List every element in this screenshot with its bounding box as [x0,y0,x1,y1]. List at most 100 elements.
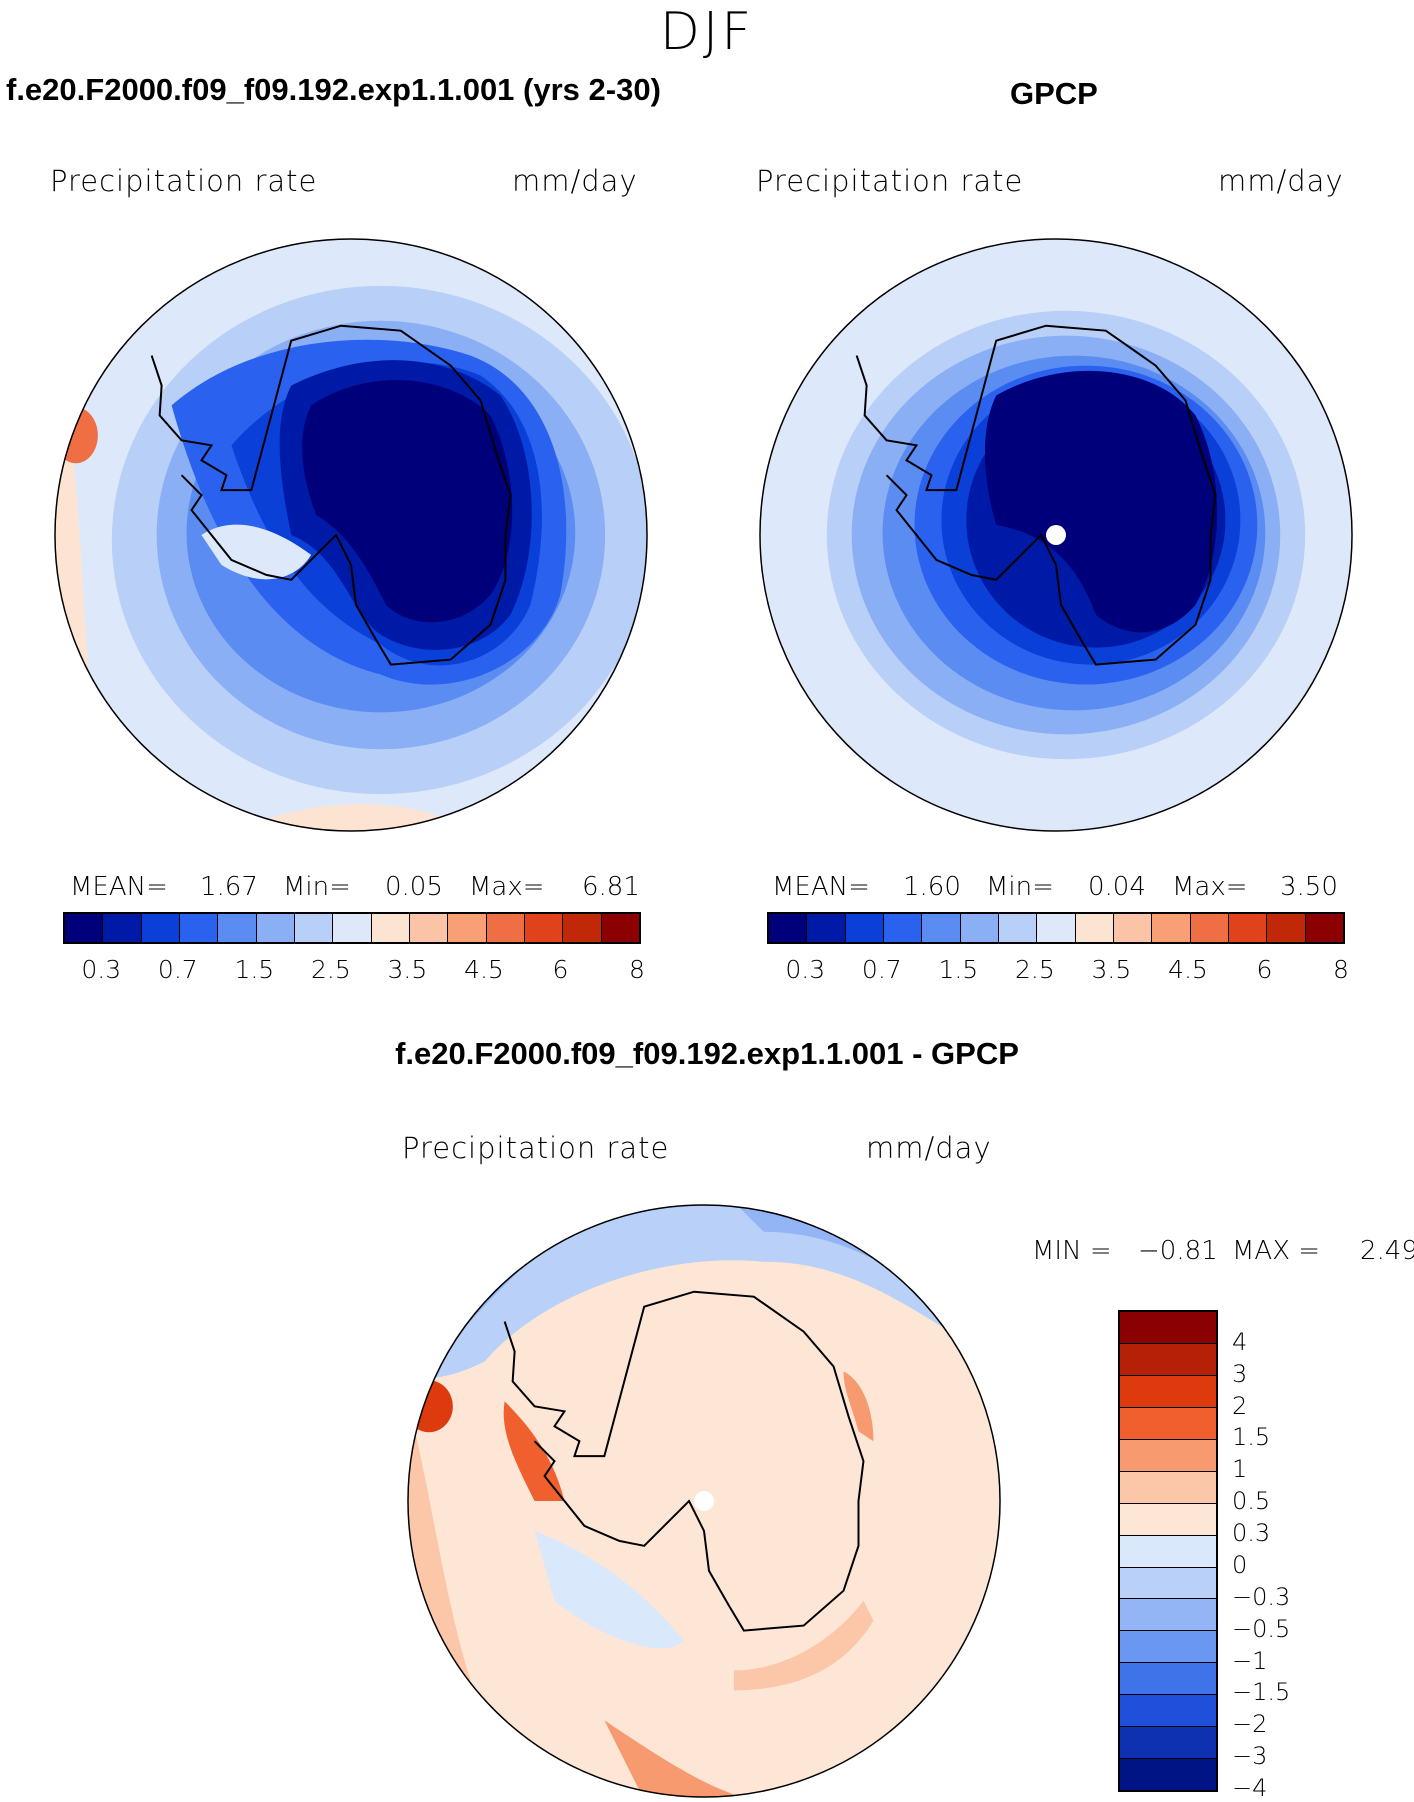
panel2-colorbar-swatch [1267,914,1306,942]
panel1-colorbar-ticks: 0.3 0.7 1.5 2.5 3.5 4.5 6 8 [63,955,645,985]
panel1-colorbar-tick-label: 1.5 [234,955,275,984]
diff-colorbar-swatch [1120,1312,1216,1344]
panel2-title: GPCP [1010,76,1098,111]
diff-units: mm/day [866,1131,992,1165]
diff-colorbar-swatch [1120,1535,1216,1568]
panel2-colorbar-tick-label: 2.5 [1014,955,1055,984]
diff-colorbar-tick-label: −1.5 [1232,1678,1291,1707]
diff-pole-marker [694,1491,714,1511]
diff-colorbar-swatch [1120,1727,1216,1760]
diff-colorbar-tick-label: 3 [1232,1359,1248,1388]
panel1-colorbar-swatch [294,914,334,942]
panel1-map-boundary [54,238,648,832]
panel1-colorbar-swatch [179,914,219,942]
diff-min-value: −0.81 [1138,1236,1218,1266]
diff-colorbar-tick-label: −3 [1232,1742,1268,1771]
panel1-min-value: 0.05 [385,872,443,902]
panel2-warm-west [762,357,791,394]
panel2-antarctica-coastline [855,324,1217,666]
diff-colorbar-swatch [1120,1375,1216,1408]
diff-variable: Precipitation rate [402,1131,670,1165]
panel2-colorbar-swatch [1305,914,1343,942]
diff-map-boundary [407,1204,1001,1798]
panel1-colorbar-swatch [563,914,602,942]
diff-colorbar-swatch [1120,1663,1216,1696]
diff-colorbar-swatch [1120,1439,1216,1472]
panel1-colorbar-swatch [486,914,525,942]
diff-polar-map [407,1204,1001,1798]
diff-colorbar [1118,1310,1218,1792]
panel1-colorbar-tick-label: 4.5 [464,955,504,984]
diff-colorbar-swatch [1120,1599,1216,1632]
panel2-colorbar-swatch [1228,914,1268,942]
diff-max-label: MAX = [1232,1236,1321,1266]
panel1-mean-value: 1.67 [200,872,258,902]
diff-peninsula-pos [503,1401,565,1501]
panel1-band-low [302,380,513,623]
panel2-min-label: Min= [986,872,1054,902]
diff-colorbar-tick-label: 2 [1232,1391,1248,1420]
diff-east-pos [843,1371,874,1442]
diff-colorbar-tick-label: 0.5 [1232,1487,1271,1516]
panel1-mean-label: MEAN= [70,872,168,902]
panel2-colorbar-tick-label: 8 [1333,955,1349,984]
panel2-colorbar-tick-label: 0.3 [785,955,826,984]
panel1-colorbar-swatch [103,914,142,942]
diff-colorbar-swatch [1120,1471,1216,1504]
diff-colorbar-swatch [1120,1759,1216,1791]
panel1-polar-map [54,238,648,832]
panel2-colorbar-swatch [922,914,961,942]
panel1-min-label: Min= [283,872,351,902]
diff-colorbar-tick-label: −0.5 [1232,1614,1291,1643]
panel2-colorbar-swatch [1037,914,1076,942]
diff-colorbar-swatch [1120,1343,1216,1376]
diff-colorbar-swatch [1120,1407,1216,1440]
diff-max-blob [407,1380,453,1433]
panel1-units: mm/day [512,164,638,198]
panel1-antarctica-coastline [150,324,512,666]
panel2-colorbar-swatch [1113,914,1153,942]
diff-colorbar-swatch [1120,1631,1216,1664]
panel1-colorbar-tick-label: 2.5 [310,955,351,984]
panel2-map-boundary [759,238,1353,832]
panel1-colorbar-swatch [524,914,564,942]
panel2-pole-marker [1046,525,1066,545]
diff-min-label: MIN = [1032,1236,1112,1266]
panel2-colorbar-tick-label: 6 [1256,955,1273,984]
panel1-colorbar [63,912,641,944]
diff-colorbar-tick-label: −2 [1232,1710,1268,1739]
diff-colorbar-tick-label: 0.3 [1232,1519,1271,1548]
panel2-colorbar-swatch [883,914,923,942]
panel2-colorbar-swatch [845,914,884,942]
panel2-variable: Precipitation rate [756,164,1024,198]
diff-neg-ross [534,1530,685,1649]
diff-max-value: 2.49 [1360,1236,1414,1266]
panel1-colorbar-swatch [218,914,257,942]
panel1-variable: Precipitation rate [50,164,318,198]
diff-pos-south [604,1720,764,1798]
diff-colorbar-tick-label: 4 [1232,1327,1248,1356]
panel2-polar-map [759,238,1353,832]
panel2-mean-label: MEAN= [772,872,870,902]
panel1-colorbar-swatch [256,914,295,942]
panel1-colorbar-swatch [409,914,449,942]
panel2-colorbar-tick-label: 1.5 [938,955,979,984]
panel2-colorbar [767,912,1345,944]
diff-colorbar-tick-label: −1 [1232,1646,1268,1675]
panel1-max-blob [54,407,98,464]
panel1-colorbar-tick-label: 8 [629,955,645,984]
panel1-colorbar-tick-label: 3.5 [387,955,428,984]
panel1-title: f.e20.F2000.f09_f09.192.exp1.1.001 (yrs … [6,72,661,107]
panel2-min-value: 0.04 [1088,872,1146,902]
diff-colorbar-tick-label: 0 [1232,1550,1248,1579]
panel2-units: mm/day [1218,164,1344,198]
panel1-peninsula-band [201,524,312,580]
panel1-colorbar-swatch [601,914,639,942]
diff-pos-southeast [733,1600,874,1691]
diff-title: f.e20.F2000.f09_f09.192.exp1.1.001 - GPC… [395,1036,1019,1071]
diff-colorbar-tick-label: 1 [1232,1455,1248,1484]
panel1-colorbar-tick-label: 0.7 [157,955,198,984]
diff-colorbar-swatch [1120,1503,1216,1536]
panel1-colorbar-tick-label: 6 [552,955,569,984]
diff-colorbar-tick-label: −0.3 [1232,1582,1291,1611]
